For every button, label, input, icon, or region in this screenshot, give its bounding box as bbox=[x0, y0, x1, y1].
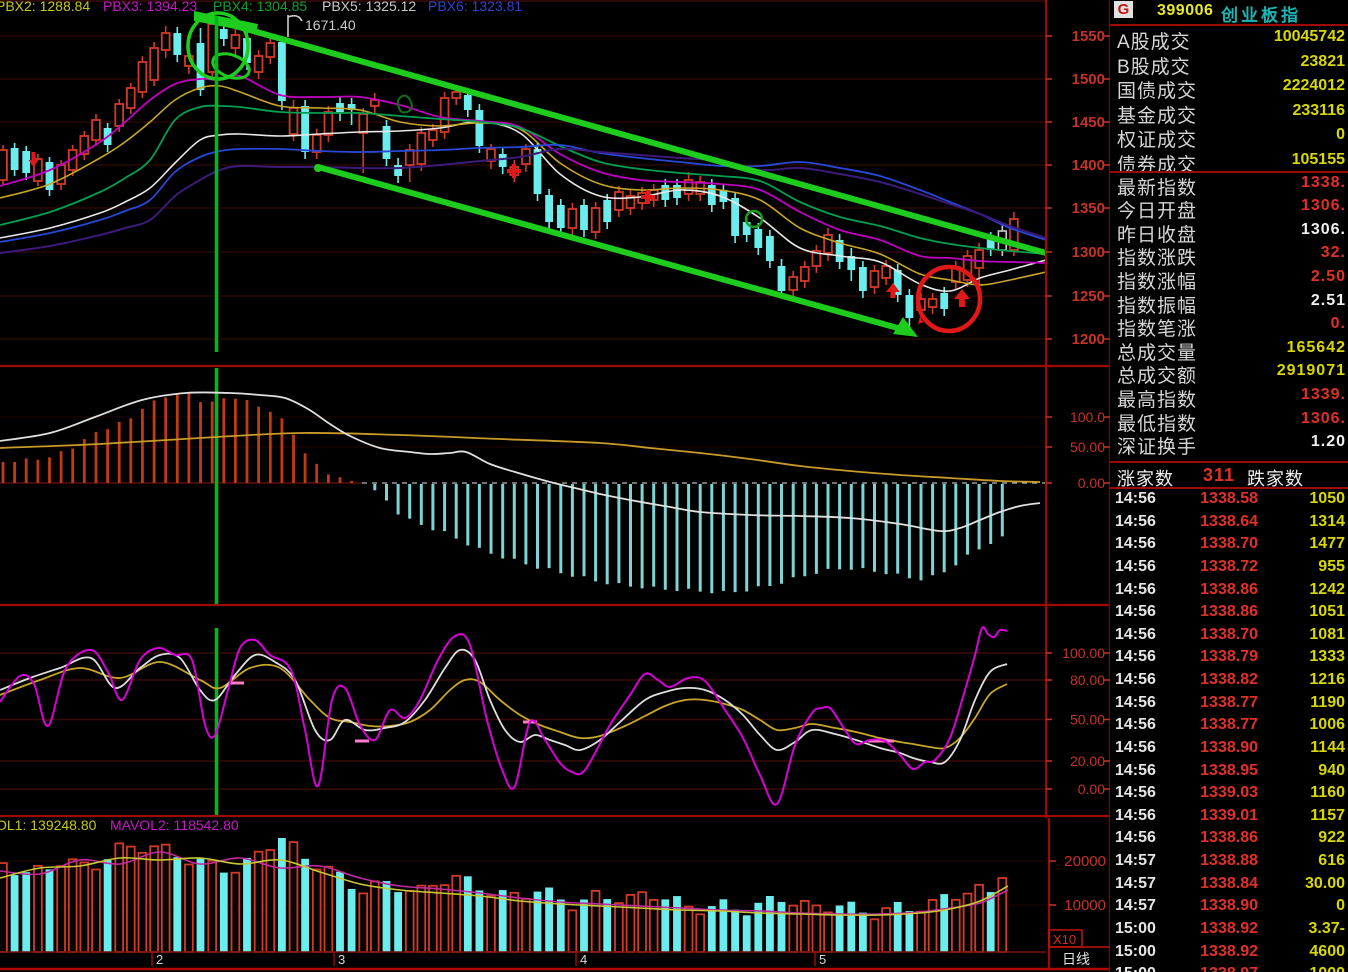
svg-text:20000: 20000 bbox=[1064, 853, 1106, 870]
svg-text:X10: X10 bbox=[1053, 932, 1076, 947]
svg-text:1200: 1200 bbox=[1072, 331, 1105, 348]
svg-text:80.00: 80.00 bbox=[1070, 672, 1105, 688]
svg-text:0.00: 0.00 bbox=[1078, 781, 1105, 797]
svg-text:1500: 1500 bbox=[1072, 71, 1105, 88]
svg-text:PBX3: 1394.23: PBX3: 1394.23 bbox=[103, 0, 197, 14]
svg-text:10000: 10000 bbox=[1064, 897, 1106, 914]
svg-text:100.0: 100.0 bbox=[1070, 409, 1105, 425]
svg-text:OL1: 139248.80: OL1: 139248.80 bbox=[0, 817, 97, 833]
svg-text:PBX4: 1304.85: PBX4: 1304.85 bbox=[213, 0, 307, 14]
svg-text:50.00: 50.00 bbox=[1070, 712, 1105, 728]
svg-text:2: 2 bbox=[156, 952, 163, 967]
svg-text:5: 5 bbox=[819, 952, 826, 967]
svg-text:4: 4 bbox=[580, 952, 587, 967]
svg-text:3: 3 bbox=[338, 952, 345, 967]
svg-text:1250: 1250 bbox=[1072, 288, 1105, 305]
svg-text:0.00: 0.00 bbox=[1078, 475, 1105, 491]
svg-text:PBX2: 1288.84: PBX2: 1288.84 bbox=[0, 0, 90, 14]
svg-text:50.00: 50.00 bbox=[1070, 439, 1105, 455]
svg-text:1450: 1450 bbox=[1072, 114, 1105, 131]
svg-text:PBX5: 1325.12: PBX5: 1325.12 bbox=[322, 0, 416, 14]
svg-text:PBX6: 1323.81: PBX6: 1323.81 bbox=[428, 0, 522, 14]
svg-text:日线: 日线 bbox=[1062, 951, 1090, 967]
svg-text:1350: 1350 bbox=[1072, 200, 1105, 217]
svg-text:20.00: 20.00 bbox=[1070, 753, 1105, 769]
svg-text:1300: 1300 bbox=[1072, 244, 1105, 261]
svg-text:MAVOL2: 118542.80: MAVOL2: 118542.80 bbox=[110, 817, 239, 833]
svg-text:100.00: 100.00 bbox=[1062, 645, 1105, 661]
svg-text:1550: 1550 bbox=[1072, 28, 1105, 45]
svg-text:1671.40: 1671.40 bbox=[305, 17, 356, 33]
svg-text:1400: 1400 bbox=[1072, 157, 1105, 174]
